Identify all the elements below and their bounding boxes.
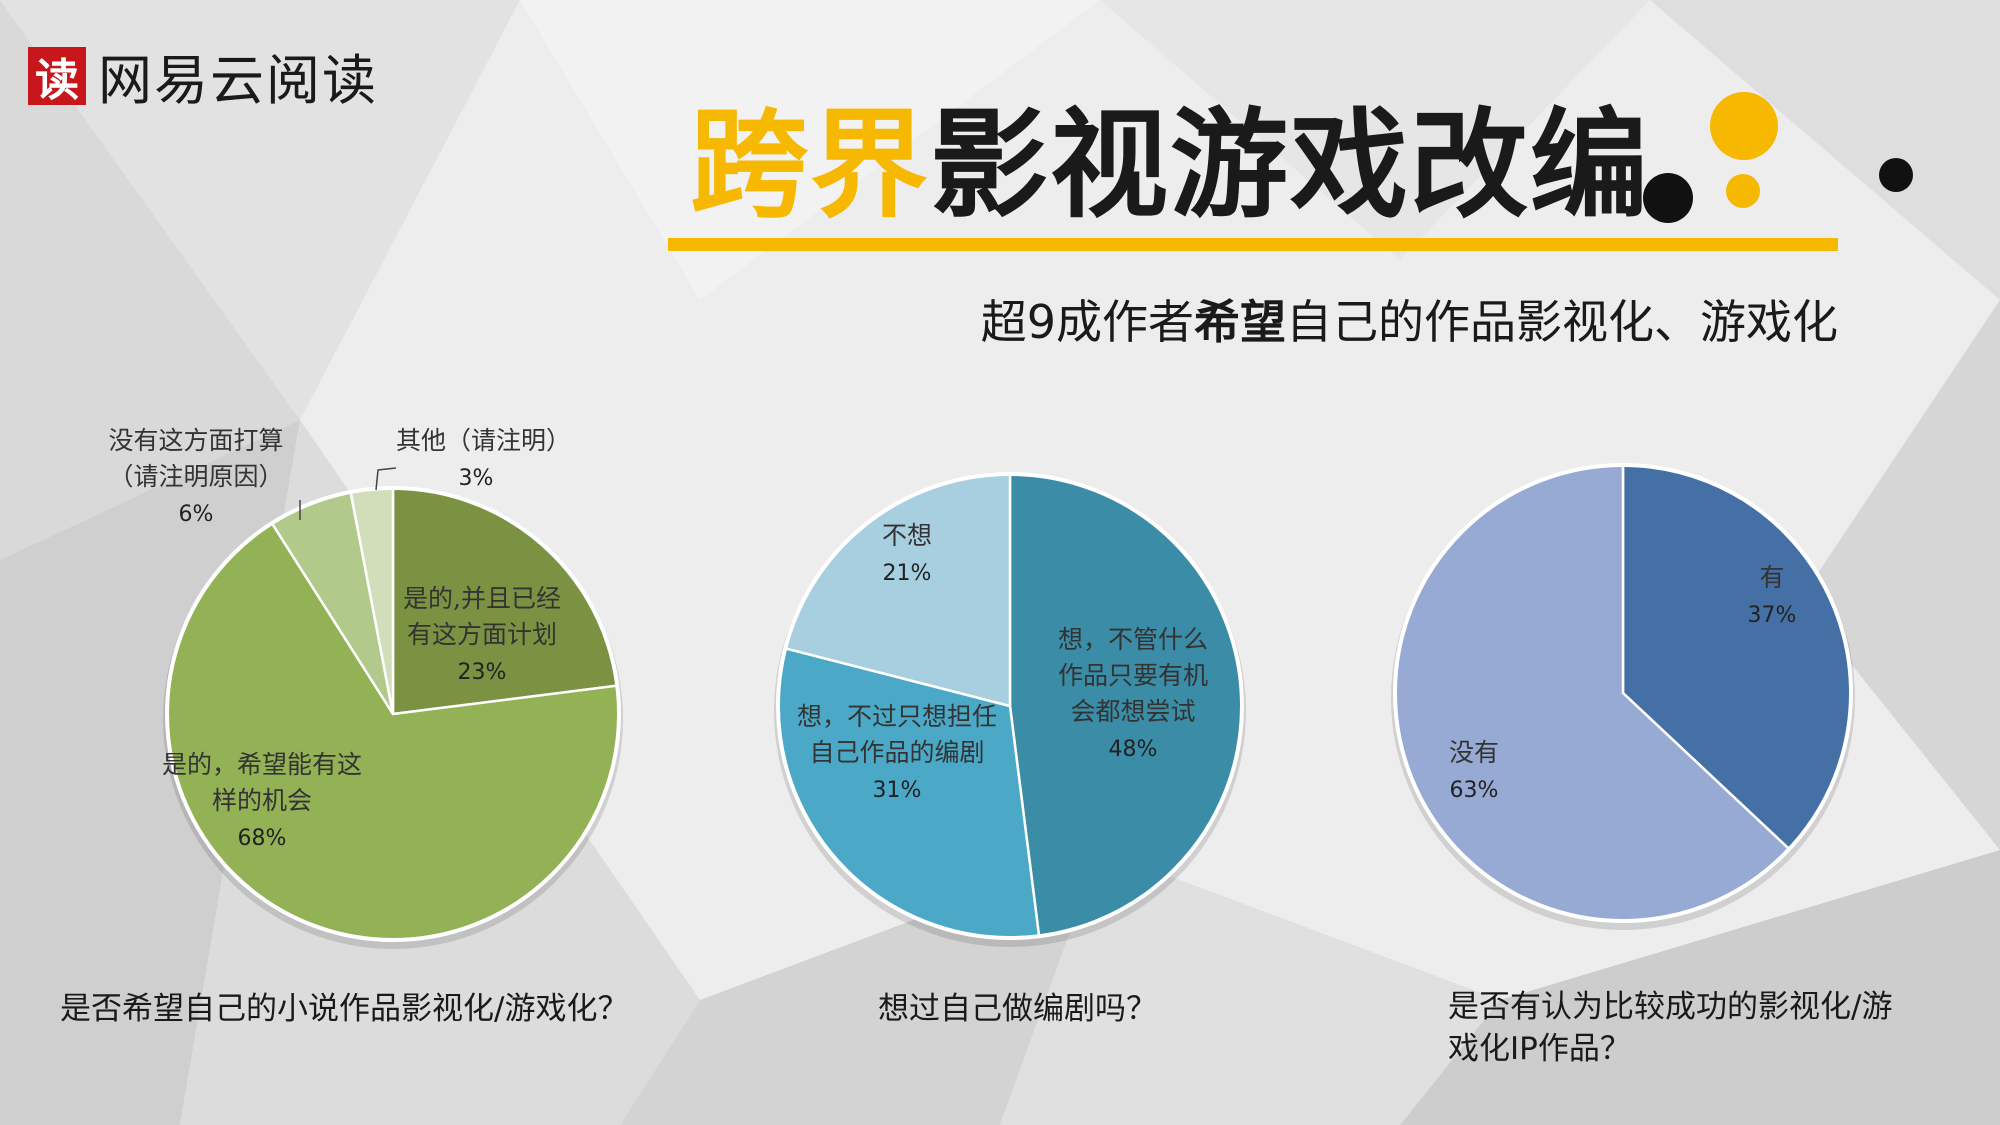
chart-1-question: 是否希望自己的小说作品影视化/游戏化？ — [60, 991, 629, 1027]
slice-label: 有 — [1759, 563, 1784, 592]
decor-dot-yellow-small — [1726, 174, 1760, 208]
slice-percent-label: 68% — [238, 826, 287, 851]
subtitle-pre: 超9成作者 — [980, 295, 1194, 349]
chart-3-question: 是否有认为比较成功的影视化/游戏化IP作品？ — [1448, 989, 1893, 1067]
logo-mark-icon: 读 — [28, 46, 86, 106]
pie-outline — [165, 486, 621, 942]
slice-label: （请注明原因） — [108, 462, 283, 491]
slice-label: 样的机会 — [212, 786, 312, 815]
slice-label: 是的，希望能有这 — [162, 750, 362, 779]
slice-label: 没有这方面打算 — [108, 426, 283, 455]
title-highlight: 跨界 — [690, 96, 931, 234]
slice-label: 想，不过只想担任 — [797, 702, 997, 731]
decor-dot-yellow-large — [1710, 92, 1778, 160]
title-underline — [668, 238, 1838, 251]
label-leader-line — [375, 467, 397, 491]
chart-2-question: 想过自己做编剧吗？ — [878, 991, 1157, 1027]
pie-outline — [776, 472, 1244, 940]
subtitle: 超9成作者希望自己的作品影视化、游戏化 — [981, 286, 1838, 352]
slice-label: 其他（请注明） — [396, 426, 571, 455]
app-logo[interactable]: 读 网易云阅读 — [28, 36, 378, 115]
slice-label: 自己作品的编剧 — [809, 738, 984, 767]
slice-label: 没有 — [1449, 738, 1499, 767]
slice-label: 会都想尝试 — [1070, 697, 1195, 726]
logo-text: 网易云阅读 — [98, 49, 378, 112]
slice-percent-label: 63% — [1450, 778, 1499, 803]
slice-label: 不想 — [882, 521, 932, 550]
slice-percent-label: 31% — [873, 778, 922, 803]
slice-label: 想，不管什么 — [1058, 625, 1208, 654]
slice-percent-label: 6% — [179, 502, 214, 527]
page-title: 跨界影视游戏改编 — [690, 100, 1650, 230]
slice-label: 作品只要有机 — [1058, 661, 1208, 690]
slice-percent-label: 48% — [1109, 737, 1158, 762]
decor-dot-black-large — [1643, 173, 1693, 223]
subtitle-post: 自己的作品影视化、游戏化 — [1286, 295, 1838, 349]
slice-label: 有这方面计划 — [407, 620, 557, 649]
slice-percent-label: 3% — [459, 466, 494, 491]
slice-percent-label: 37% — [1748, 603, 1797, 628]
pie-outline — [1393, 463, 1853, 923]
slice-percent-label: 23% — [458, 660, 507, 685]
slice-label: 是的,并且已经 — [403, 584, 561, 613]
slice-percent-label: 21% — [883, 561, 932, 586]
title-rest: 影视游戏改编 — [930, 96, 1651, 234]
subtitle-bold: 希望 — [1194, 295, 1286, 349]
decor-dot-black-small — [1879, 158, 1913, 192]
pie-chart-3: 有 37% 没有 63% — [1391, 463, 1855, 930]
